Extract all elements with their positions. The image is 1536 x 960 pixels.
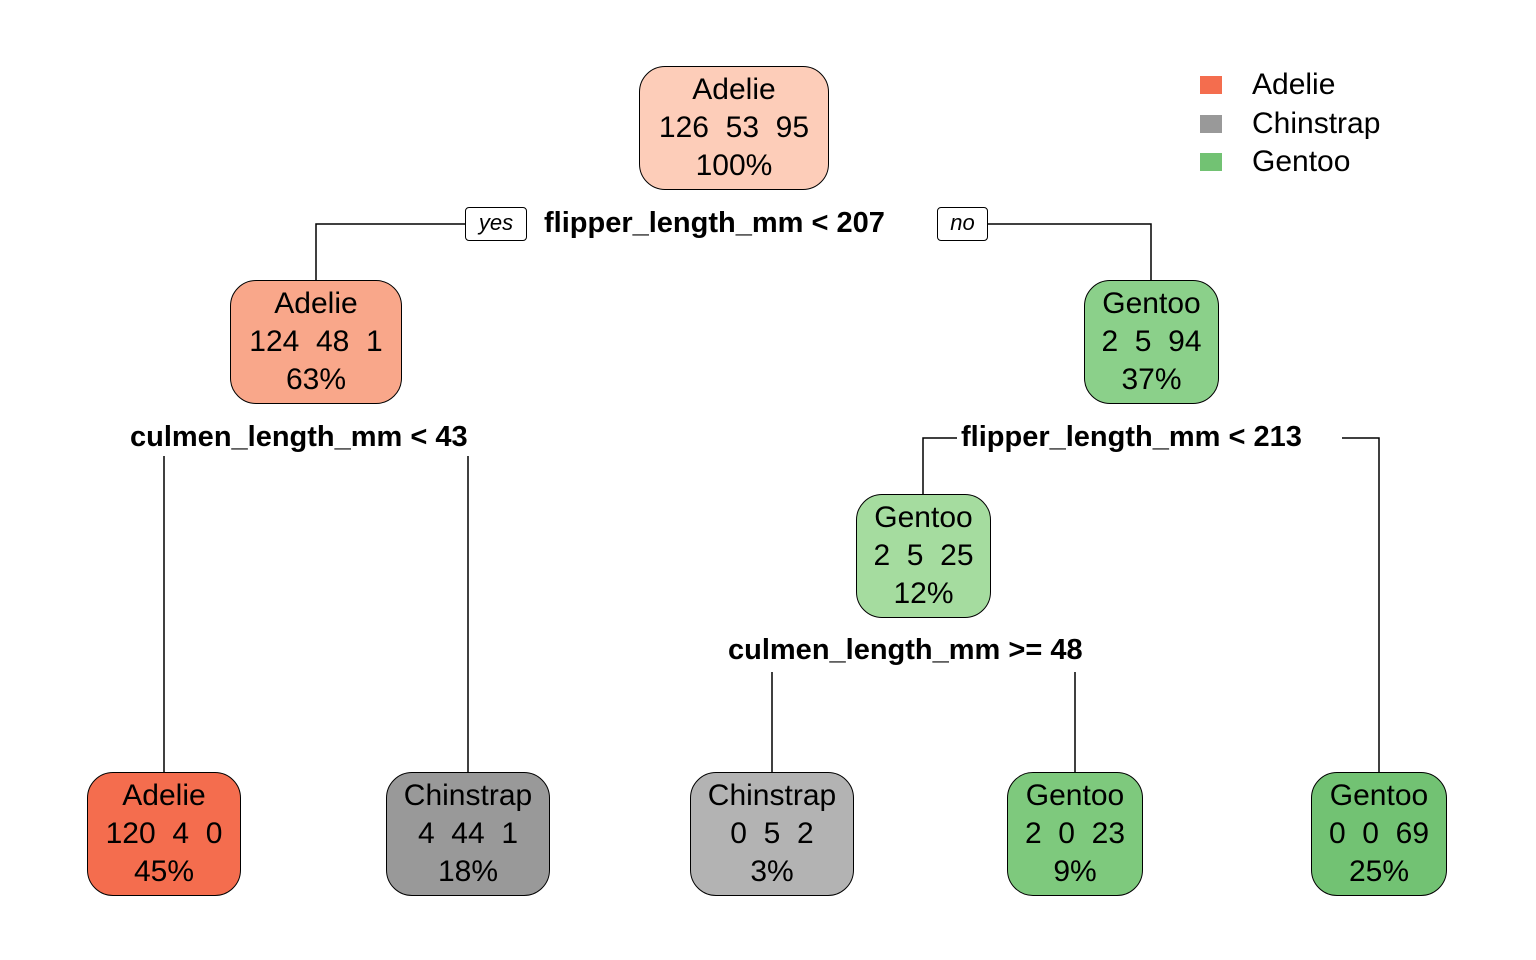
tree-node-13: Gentoo 2 0 23 9% [1007, 772, 1143, 896]
tree-node-3: Gentoo 2 5 94 37% [1084, 280, 1219, 404]
tree-node-12: Chinstrap 0 5 2 3% [690, 772, 854, 896]
edge-root-n3 [988, 223, 1152, 280]
node-counts: 124 48 1 [249, 325, 383, 358]
node-class: Adelie [692, 73, 776, 106]
node-percent: 25% [1348, 855, 1410, 888]
node-percent: 12% [893, 577, 954, 610]
node-percent: 3% [750, 855, 794, 888]
legend-label: Adelie [1252, 68, 1336, 102]
node-percent: 100% [695, 149, 773, 182]
tree-node-6: Gentoo 2 5 25 12% [856, 494, 991, 618]
node-counts: 2 5 94 [1101, 325, 1202, 358]
tree-node-5: Chinstrap 4 44 1 18% [386, 772, 550, 896]
node-counts: 2 5 25 [873, 539, 974, 572]
legend-item-gentoo: Gentoo [1200, 143, 1380, 182]
tree-node-7: Gentoo 0 0 69 25% [1311, 772, 1447, 896]
tree-node-4: Adelie 120 4 0 45% [87, 772, 241, 896]
node-counts: 4 44 1 [417, 817, 519, 850]
edge-root-n2 [315, 223, 465, 280]
node-class: Gentoo [1025, 779, 1125, 812]
node-percent: 37% [1121, 363, 1182, 396]
legend-label: Gentoo [1252, 145, 1351, 179]
node-percent: 18% [437, 855, 499, 888]
node-counts: 126 53 95 [658, 111, 810, 144]
legend-swatch [1200, 114, 1222, 133]
node-class: Gentoo [874, 501, 973, 534]
legend-item-chinstrap: Chinstrap [1200, 105, 1380, 144]
node-counts: 120 4 0 [105, 817, 223, 850]
split-label-n2: culmen_length_mm < 43 [126, 420, 472, 454]
split-label-n3: flipper_length_mm < 213 [957, 420, 1306, 454]
node-class: Gentoo [1102, 287, 1201, 320]
legend-label: Chinstrap [1252, 106, 1381, 140]
node-class: Adelie [274, 287, 358, 320]
node-counts: 0 0 69 [1328, 817, 1430, 850]
legend-swatch [1200, 76, 1222, 95]
node-class: Adelie [122, 779, 206, 812]
edge-n3-n6 [922, 437, 960, 494]
edge-label-yes: yes [465, 207, 527, 241]
node-percent: 9% [1053, 855, 1097, 888]
node-counts: 0 5 2 [730, 817, 814, 850]
edge-n3-n7 [1342, 437, 1380, 772]
node-class: Chinstrap [707, 779, 837, 812]
tree-node-2: Adelie 124 48 1 63% [230, 280, 402, 404]
legend-item-adelie: Adelie [1200, 66, 1380, 105]
node-class: Gentoo [1329, 779, 1429, 812]
legend: Adelie Chinstrap Gentoo [1200, 66, 1380, 182]
node-percent: 45% [133, 855, 195, 888]
edge-label-no: no [937, 207, 988, 241]
node-class: Chinstrap [403, 779, 533, 812]
node-percent: 63% [285, 363, 347, 396]
node-counts: 2 0 23 [1024, 817, 1126, 850]
split-label-n6: culmen_length_mm >= 48 [724, 633, 1087, 667]
tree-node-root: Adelie 126 53 95 100% [639, 66, 829, 190]
legend-swatch [1200, 153, 1222, 172]
split-label-root: flipper_length_mm < 207 [540, 206, 889, 240]
